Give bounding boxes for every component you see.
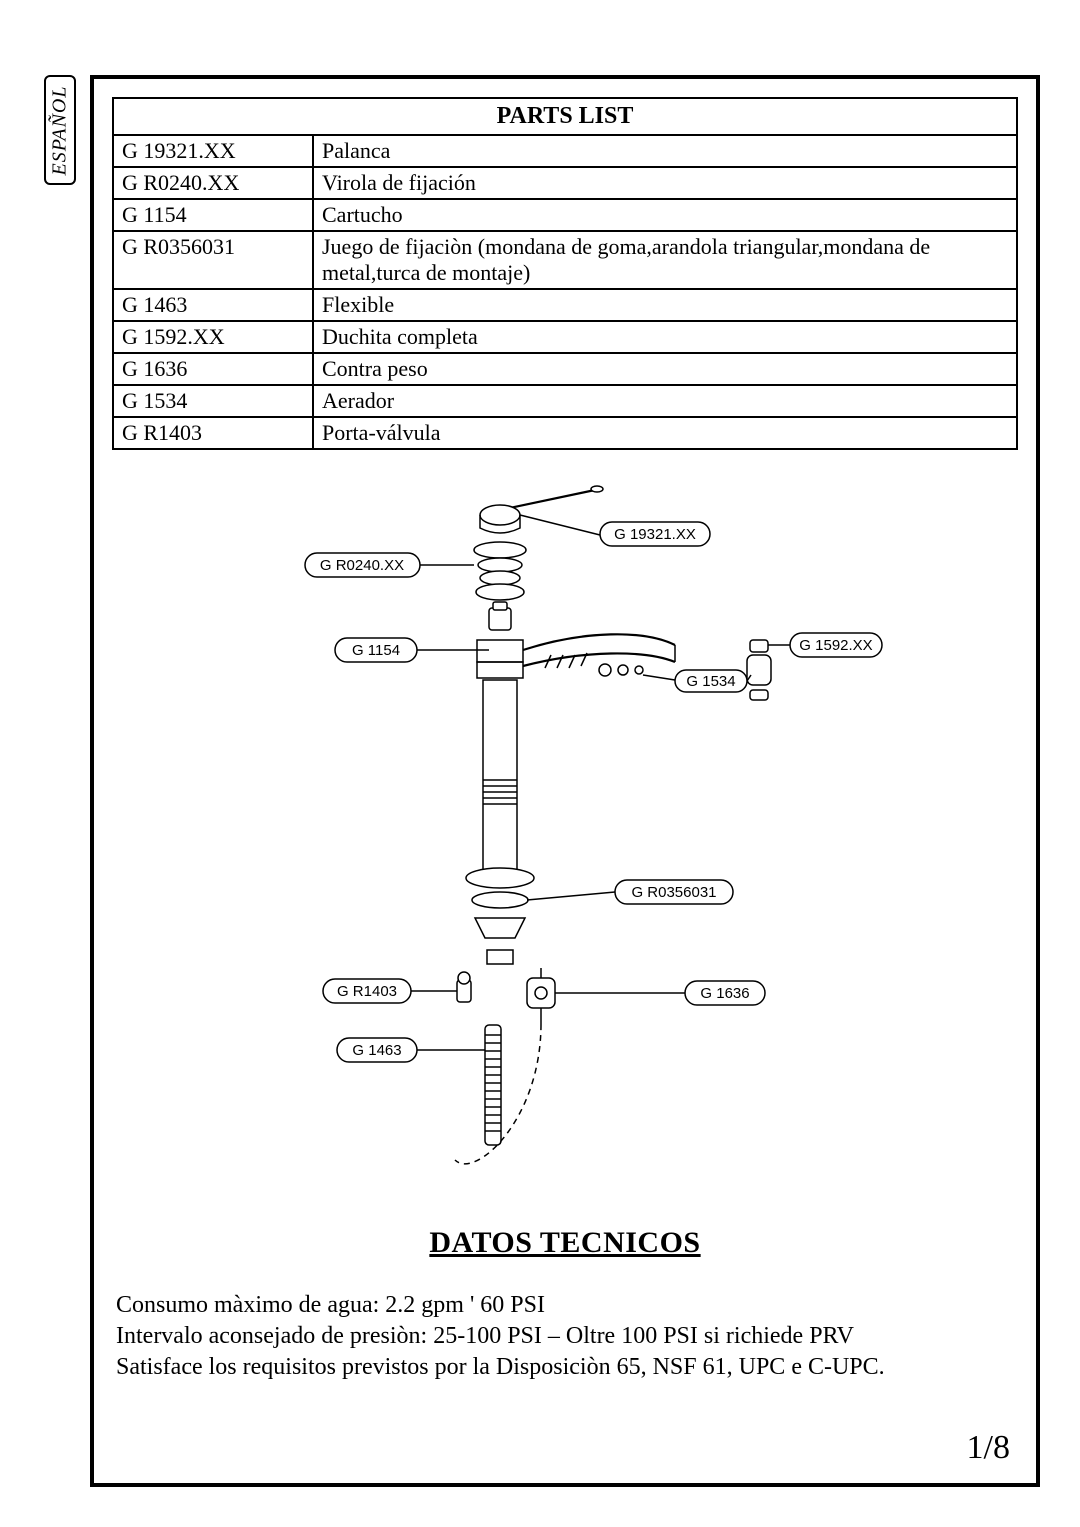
- callout-g1463: G 1463: [352, 1042, 401, 1059]
- part-code: G 1592.XX: [113, 321, 313, 353]
- content-frame: PARTS LIST G 19321.XX Palanca G R0240.XX…: [90, 75, 1040, 1487]
- part-desc: Virola de fijación: [313, 167, 1017, 199]
- tech-title: DATOS TECNICOS: [112, 1226, 1018, 1260]
- callout-gR1403: G R1403: [337, 983, 397, 1000]
- table-row: G 1636 Contra peso: [113, 353, 1017, 385]
- language-tab: ESPAÑOL: [44, 75, 76, 185]
- tech-line: Consumo màximo de agua: 2.2 gpm ' 60 PSI: [116, 1290, 1018, 1321]
- part-desc: Palanca: [313, 135, 1017, 167]
- callout-g19321: G 19321.XX: [614, 526, 696, 543]
- parts-table-body: G 19321.XX Palanca G R0240.XX Virola de …: [113, 135, 1017, 449]
- table-row: G 1463 Flexible: [113, 289, 1017, 321]
- part-code: G R1403: [113, 417, 313, 449]
- diagram-wrap: G 19321.XX G R0240.XX G 1154 G 1592.XX G…: [112, 480, 1018, 1200]
- part-code: G 1463: [113, 289, 313, 321]
- callout-g1636: G 1636: [700, 985, 749, 1002]
- parts-table-header: PARTS LIST: [113, 98, 1017, 135]
- part-desc: Cartucho: [313, 199, 1017, 231]
- part-code: G 1534: [113, 385, 313, 417]
- callout-g1592: G 1592.XX: [799, 637, 872, 654]
- table-row: G 1592.XX Duchita completa: [113, 321, 1017, 353]
- table-row: G R0240.XX Virola de fijación: [113, 167, 1017, 199]
- table-row: G R1403 Porta-válvula: [113, 417, 1017, 449]
- table-row: G R0356031 Juego de fijaciòn (mondana de…: [113, 231, 1017, 289]
- part-desc: Flexible: [313, 289, 1017, 321]
- exploded-diagram: G 19321.XX G R0240.XX G 1154 G 1592.XX G…: [245, 480, 885, 1200]
- callout-gR0356031: G R0356031: [631, 884, 716, 901]
- part-desc: Juego de fijaciòn (mondana de goma,arand…: [313, 231, 1017, 289]
- page-number: 1/8: [967, 1429, 1010, 1467]
- part-desc: Contra peso: [313, 353, 1017, 385]
- part-code: G R0356031: [113, 231, 313, 289]
- table-row: G 19321.XX Palanca: [113, 135, 1017, 167]
- tech-line: Satisface los requisitos previstos por l…: [116, 1352, 1018, 1383]
- parts-table: PARTS LIST G 19321.XX Palanca G R0240.XX…: [112, 97, 1018, 450]
- part-desc: Aerador: [313, 385, 1017, 417]
- part-desc: Duchita completa: [313, 321, 1017, 353]
- part-code: G 1154: [113, 199, 313, 231]
- part-code: G 19321.XX: [113, 135, 313, 167]
- tech-line: Intervalo aconsejado de presiòn: 25-100 …: [116, 1321, 1018, 1352]
- language-tab-label: ESPAÑOL: [49, 85, 72, 175]
- part-code: G R0240.XX: [113, 167, 313, 199]
- table-row: G 1534 Aerador: [113, 385, 1017, 417]
- callout-g1534: G 1534: [686, 673, 735, 690]
- callout-g1154: G 1154: [352, 642, 400, 659]
- page: ESPAÑOL PARTS LIST G 19321.XX Palanca G …: [0, 0, 1080, 1527]
- part-desc: Porta-válvula: [313, 417, 1017, 449]
- callout-gR0240: G R0240.XX: [320, 557, 404, 574]
- part-code: G 1636: [113, 353, 313, 385]
- tech-block: Consumo màximo de agua: 2.2 gpm ' 60 PSI…: [116, 1290, 1018, 1384]
- table-row: G 1154 Cartucho: [113, 199, 1017, 231]
